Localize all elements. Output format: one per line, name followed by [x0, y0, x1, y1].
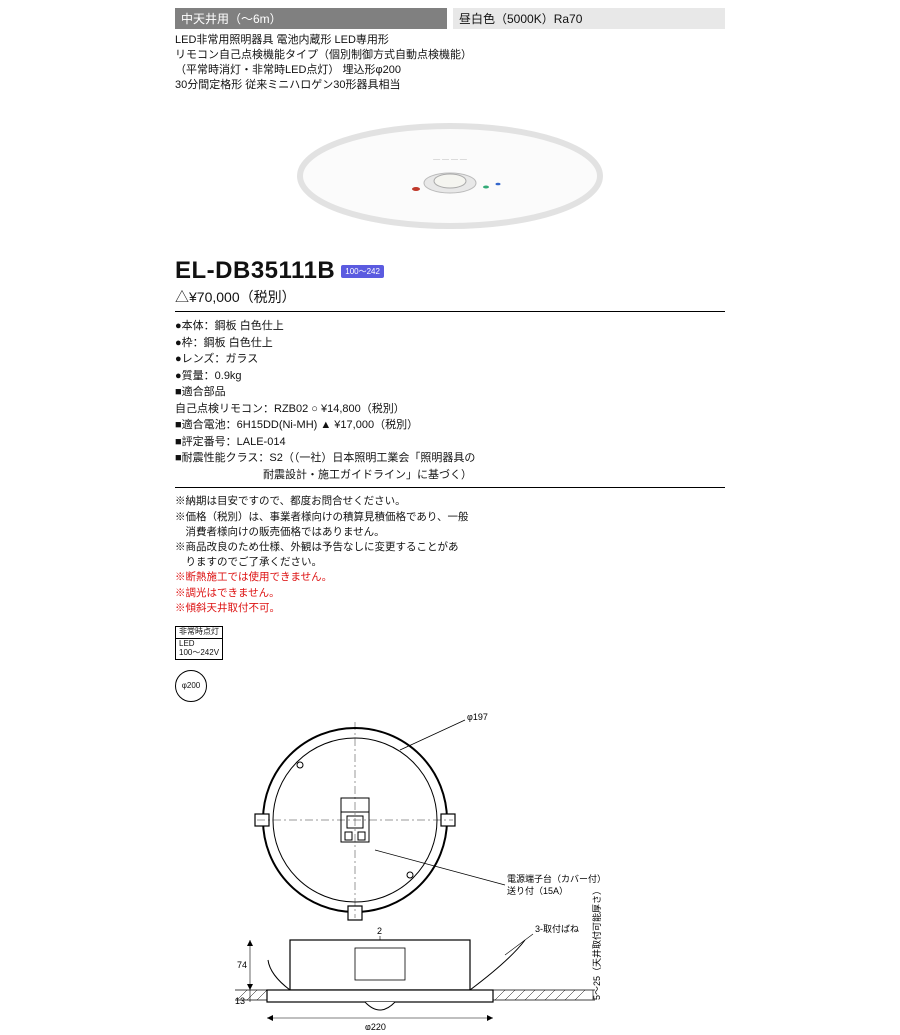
dim-terminal2: 送り付（15A）	[507, 885, 568, 896]
badge-mid: LED	[179, 639, 195, 648]
technical-drawings: φ197 電源端子台（カバー付） 送り付（15A）	[175, 710, 725, 1035]
notes-block: ※納期は目安ですので、都度お問合せください。 ※価格（税別）は、事業者様向けの積…	[175, 494, 725, 616]
header-right: 昼白色（5000K）Ra70	[453, 8, 725, 29]
warning-line: ※調光はできません。	[175, 586, 725, 601]
warning-line: ※傾斜天井取付不可。	[175, 601, 725, 616]
dim-gap: 2	[377, 926, 382, 936]
note-line: 消費者様向けの販売価格ではありません。	[175, 525, 725, 540]
spec-item: ●レンズ：ガラス	[175, 351, 725, 368]
badge-top: 非常時点灯	[176, 627, 222, 638]
voltage-tag: 100〜242	[341, 265, 384, 278]
model-number: EL-DB35111B	[175, 257, 335, 285]
spec-item: ■耐震性能クラス：S2（（一社）日本照明工業会「照明器具の	[175, 450, 725, 467]
note-line: ※納期は目安ですので、都度お問合せください。	[175, 494, 725, 509]
header-bar: 中天井用（〜6m） 昼白色（5000K）Ra70	[175, 8, 725, 29]
product-description: LED非常用照明器具 電池内蔵形 LED専用形 リモコン自己点検機能タイプ（個別…	[175, 33, 725, 92]
badge-bot: 100〜242V	[179, 648, 219, 657]
dim-h2: 13	[235, 996, 245, 1006]
spec-item: ●本体：鋼板 白色仕上	[175, 318, 725, 335]
spec-item: ●質量：0.9kg	[175, 368, 725, 385]
price: △¥70,000（税別）	[175, 287, 725, 307]
led-badge: 非常時点灯 LED 100〜242V	[175, 626, 223, 659]
dim-spring: 3-取付ばね	[535, 924, 579, 934]
dim-ceiling: 5〜25（天井取付可能厚さ）	[591, 885, 602, 999]
spec-item: ■評定番号：LALE-014	[175, 434, 725, 451]
spec-item: ■適合部品	[175, 384, 725, 401]
dim-cut-dia: φ220	[365, 1022, 386, 1030]
desc-line: （平常時消灯・非常時LED点灯） 埋込形φ200	[175, 63, 725, 78]
note-line: ※価格（税別）は、事業者様向けの積算見積価格であり、一般	[175, 510, 725, 525]
note-line: ※商品改良のため仕様、外観は予告なしに変更することがあ	[175, 540, 725, 555]
spec-list: ●本体：鋼板 白色仕上 ●枠：鋼板 白色仕上 ●レンズ：ガラス ●質量：0.9k…	[175, 318, 725, 483]
note-line: りますのでご了承ください。	[175, 555, 725, 570]
dim-terminal: 電源端子台（カバー付）	[507, 873, 606, 884]
desc-line: LED非常用照明器具 電池内蔵形 LED専用形	[175, 33, 725, 48]
desc-line: 30分間定格形 従来ミニハロゲン30形器具相当	[175, 78, 725, 93]
product-photo: — — — —	[175, 98, 725, 253]
spec-item: ■適合電池：6H15DD(Ni-MH) ▲ ¥17,000（税別）	[175, 417, 725, 434]
warning-line: ※断熱施工では使用できません。	[175, 570, 725, 585]
spec-item: ●枠：鋼板 白色仕上	[175, 335, 725, 352]
spec-item: 自己点検リモコン：RZB02 ○ ¥14,800（税別）	[175, 401, 725, 418]
dim-outer-dia: φ197	[467, 712, 488, 722]
desc-line: リモコン自己点検機能タイプ（個別制御方式自動点検機能）	[175, 48, 725, 63]
divider	[175, 311, 725, 312]
divider	[175, 487, 725, 488]
diameter-badge: φ200	[175, 670, 207, 702]
header-left: 中天井用（〜6m）	[175, 8, 447, 29]
spec-item: 耐震設計・施工ガイドライン」に基づく）	[175, 467, 725, 484]
dim-h1: 74	[237, 960, 247, 970]
svg-text:— — — —: — — — —	[433, 156, 467, 163]
